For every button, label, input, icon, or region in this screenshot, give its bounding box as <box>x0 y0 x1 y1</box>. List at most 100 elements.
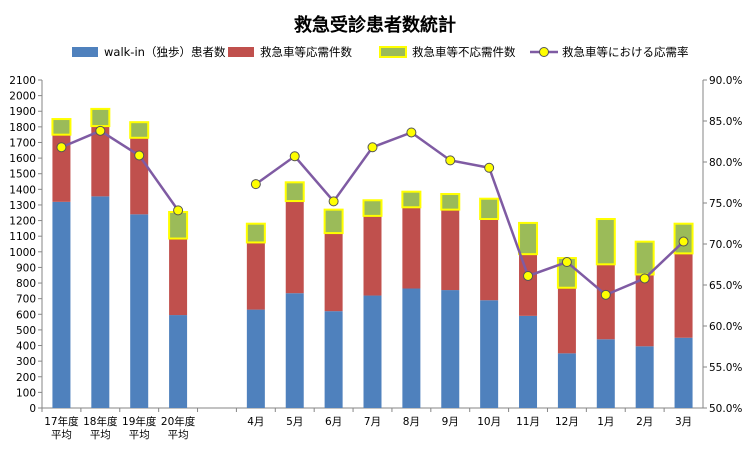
bar-segment-1 <box>285 293 304 408</box>
x-tick-label-line: 平均 <box>168 429 189 441</box>
bars <box>51 107 694 408</box>
y-tick-label: 300 <box>16 356 36 368</box>
rate-point <box>600 289 611 300</box>
bar-segment-2 <box>52 134 71 202</box>
y2-tick-label: 50.0% <box>709 403 742 415</box>
bar-segment-1 <box>596 339 615 408</box>
rate-point <box>561 257 572 268</box>
bar-segment-2 <box>519 254 538 316</box>
x-tick-label: 1月 <box>597 416 614 428</box>
bar-segment-1 <box>246 309 265 408</box>
x-tick-label-line: 3月 <box>675 416 692 428</box>
bar-segment-2 <box>635 274 654 347</box>
bar-segment-1 <box>557 353 576 408</box>
bar-segment-1 <box>519 315 538 408</box>
x-tick-label: 20年度平均 <box>161 415 196 441</box>
legend: walk-in（独歩）患者数 救急車等応需件数 救急車等不応需件数 救急車等における応… <box>72 45 689 59</box>
x-tick-label-line: 8月 <box>403 416 420 428</box>
x-tick-label-line: 20年度 <box>161 415 196 428</box>
bar-segment-3 <box>440 193 461 211</box>
rate-line <box>60 129 180 212</box>
bar-segment-2 <box>557 287 576 354</box>
bar-segment-3 <box>323 208 344 235</box>
x-tick-label-line: 17年度 <box>44 415 79 428</box>
rate-point <box>173 205 184 216</box>
x-tick-label-line: 2月 <box>636 416 653 428</box>
legend-swatch <box>72 47 98 57</box>
y-tick-label: 200 <box>16 372 36 384</box>
bar-segment-1 <box>324 311 343 408</box>
x-tick-label-line: 10月 <box>477 416 501 428</box>
bar-segment-2 <box>324 233 343 312</box>
y2-tick-label: 90.0% <box>709 75 742 87</box>
legend-label: 救急車等不応需件数 <box>412 45 516 59</box>
y-tick-label: 1600 <box>9 153 36 165</box>
x-tick-label-line: 7月 <box>364 416 381 428</box>
bar-segment-2 <box>169 238 188 316</box>
bar-segment-1 <box>402 288 421 408</box>
bar-segment-2 <box>402 207 421 289</box>
rate-point <box>367 142 378 153</box>
y2-tick-label: 55.0% <box>709 362 742 374</box>
legend-label: 救急車等における応需率 <box>562 45 689 59</box>
rate-point <box>639 273 650 284</box>
x-tick-label: 19年度平均 <box>122 415 157 441</box>
rate-point <box>56 142 67 153</box>
y-tick-label: 1800 <box>9 122 36 134</box>
bar-segment-2 <box>441 209 460 291</box>
y2-tick-label: 70.0% <box>709 239 742 251</box>
y2-tick-label: 85.0% <box>709 116 742 128</box>
x-tick-label: 6月 <box>325 416 342 428</box>
bar-segment-2 <box>285 201 304 294</box>
rate-point <box>678 236 689 247</box>
rate-point <box>134 150 145 161</box>
x-tick-label: 11月 <box>516 416 540 428</box>
bar-segment-3 <box>595 218 616 266</box>
y-tick-label: 2100 <box>9 75 36 87</box>
bar-segment-1 <box>674 337 693 408</box>
y-tick-label: 700 <box>16 294 36 306</box>
x-tick-label-line: 平均 <box>51 429 72 441</box>
x-tick-label-line: 19年度 <box>122 415 157 428</box>
axes: 0 100 200 300 400 500 600 700 800 900 1000 1100 1200… <box>9 75 742 415</box>
y-tick-label: 1700 <box>9 137 36 149</box>
bar-segment-3 <box>362 199 383 217</box>
x-tick-label-line: 12月 <box>555 416 579 428</box>
rate-point <box>328 196 339 207</box>
x-tick-label: 12月 <box>555 416 579 428</box>
bar-segment-2 <box>596 264 615 340</box>
bar-segment-3 <box>284 181 305 203</box>
x-tick-label: 2月 <box>636 416 653 428</box>
bar-segment-2 <box>363 215 382 296</box>
bar-segment-1 <box>52 201 71 408</box>
x-tick-label-line: 平均 <box>129 429 150 441</box>
bar-segment-3 <box>518 221 539 256</box>
y2-tick-label: 75.0% <box>709 198 742 210</box>
bar-segment-1 <box>169 315 188 408</box>
rate-point <box>523 270 534 281</box>
x-tick-label: 18年度平均 <box>83 415 118 441</box>
x-tick-label-line: 6月 <box>325 416 342 428</box>
x-tick-label: 8月 <box>403 416 420 428</box>
x-tick-label-line: 平均 <box>90 429 111 441</box>
y-tick-label: 800 <box>16 278 36 290</box>
bar-segment-1 <box>130 214 149 408</box>
y-tick-label: 1500 <box>9 169 36 181</box>
y-tick-label: 1900 <box>9 106 36 118</box>
bar-segment-3 <box>51 118 72 136</box>
x-tick-label-line: 18年度 <box>83 415 118 428</box>
rate-point <box>445 155 456 166</box>
y-tick-label: 600 <box>16 309 36 321</box>
bar-segment-1 <box>635 346 654 408</box>
x-tick-label: 4月 <box>247 416 264 428</box>
x-tick-label-line: 1月 <box>597 416 614 428</box>
rate-line <box>255 131 685 297</box>
bar-segment-3 <box>90 107 111 128</box>
bar-segment-2 <box>130 137 149 215</box>
x-tick-label: 3月 <box>675 416 692 428</box>
y-tick-label: 100 <box>16 387 36 399</box>
x-tick-label: 17年度平均 <box>44 415 79 441</box>
y-tick-label: 1400 <box>9 184 36 196</box>
